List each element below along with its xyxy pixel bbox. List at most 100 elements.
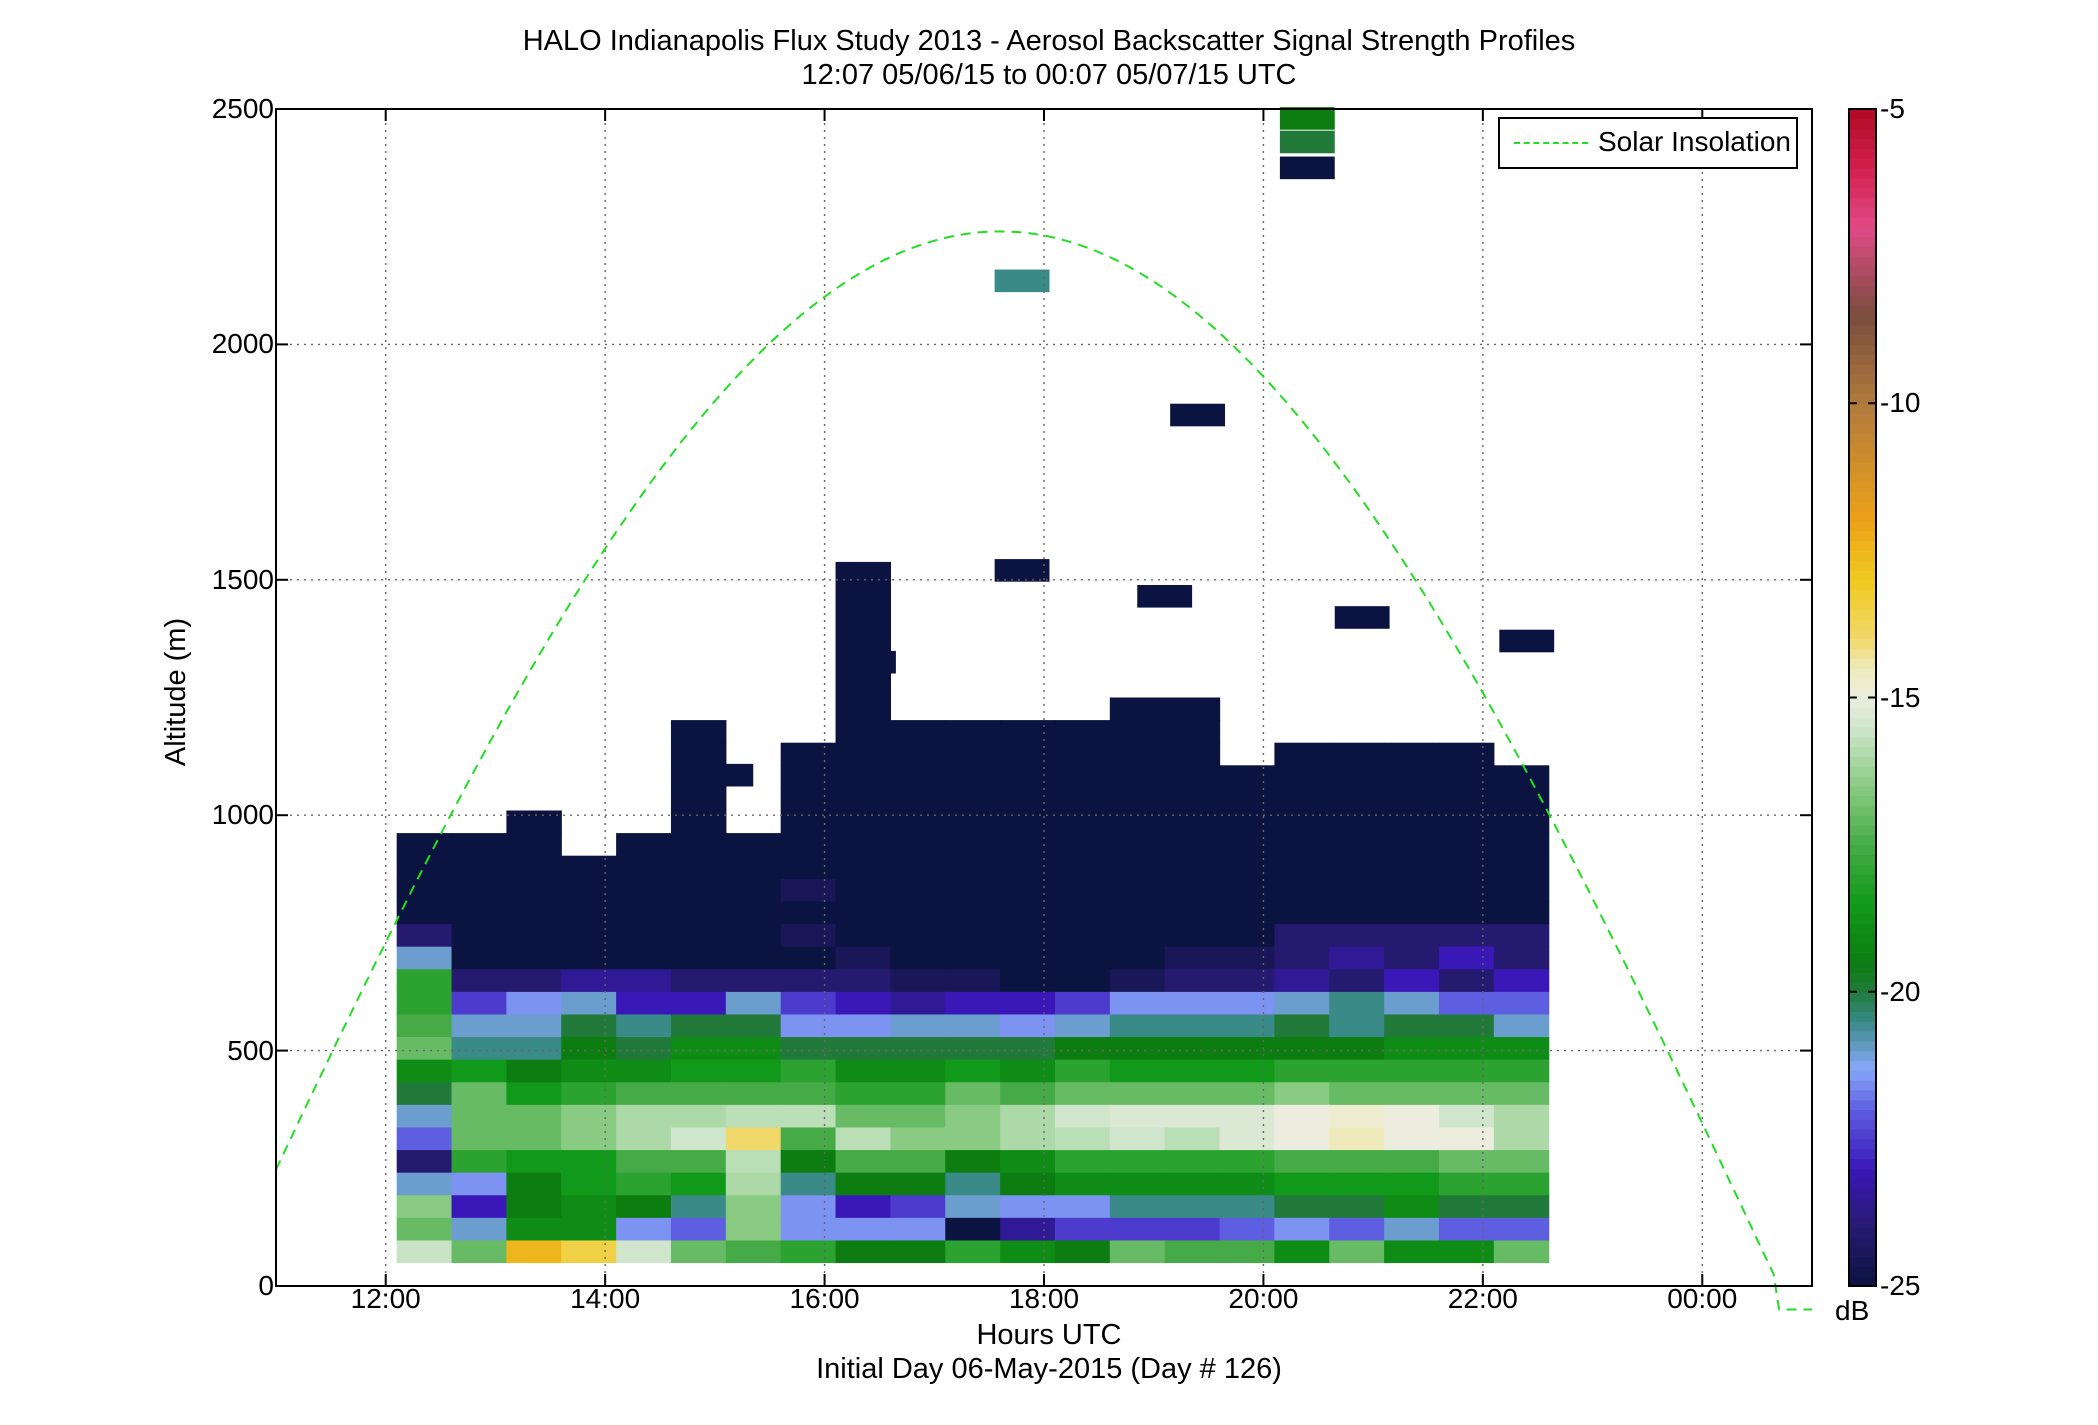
heatmap-cell xyxy=(1164,1081,1221,1105)
colorbar-segment xyxy=(1849,815,1876,826)
heatmap-cell xyxy=(1493,855,1550,879)
heatmap-cell xyxy=(451,878,507,902)
heatmap-cell xyxy=(890,1081,946,1105)
heatmap-cell xyxy=(1279,107,1335,130)
heatmap-cell xyxy=(1219,900,1275,925)
heatmap-cell xyxy=(1000,765,1056,789)
heatmap-cell xyxy=(1054,968,1111,992)
heatmap-cell xyxy=(1384,787,1440,812)
heatmap-cell xyxy=(725,833,782,857)
heatmap-cell xyxy=(725,1217,782,1241)
heatmap-cell xyxy=(561,1126,617,1151)
heatmap-cell xyxy=(1279,130,1335,154)
colorbar-segment xyxy=(1849,540,1876,551)
colorbar-segment xyxy=(1849,403,1876,414)
heatmap-cell xyxy=(451,1217,507,1241)
colorbar-segment xyxy=(1849,128,1876,140)
heatmap-cell xyxy=(725,923,782,947)
heatmap-cell xyxy=(1219,787,1275,812)
heatmap-cell xyxy=(1493,968,1550,992)
colorbar-segment xyxy=(1849,717,1876,728)
heatmap-cell xyxy=(396,968,453,992)
heatmap-cell xyxy=(841,650,896,674)
colorbar-segment xyxy=(1849,697,1876,708)
heatmap-cell xyxy=(945,878,1001,902)
heatmap-cell xyxy=(1109,1217,1166,1241)
heatmap-cell xyxy=(725,991,782,1015)
colorbar-segment xyxy=(1849,579,1876,591)
heatmap-cell xyxy=(561,1239,617,1264)
heatmap-cell xyxy=(1334,606,1390,629)
heatmap-cell xyxy=(670,742,727,766)
heatmap-cell xyxy=(1329,1239,1385,1264)
heatmap-cell xyxy=(1274,1194,1330,1218)
heatmap-cell xyxy=(561,991,617,1015)
heatmap-cell xyxy=(835,878,891,902)
heatmap-cell xyxy=(451,900,507,925)
heatmap-cell xyxy=(616,878,672,902)
heatmap-cell xyxy=(1274,1104,1330,1128)
colorbar-segment xyxy=(1849,1256,1876,1267)
heatmap-cell xyxy=(1493,787,1550,812)
heatmap-cell xyxy=(1329,923,1385,947)
heatmap-cell xyxy=(1279,156,1335,180)
heatmap-cell xyxy=(1438,1149,1495,1173)
heatmap-cell xyxy=(835,1239,891,1264)
colorbar-segment xyxy=(1849,1001,1876,1012)
heatmap-cell xyxy=(1384,900,1440,925)
heatmap-cell xyxy=(1164,1036,1221,1060)
colorbar-segment xyxy=(1849,1021,1876,1032)
x-tick-label: 22:00 xyxy=(1447,1283,1518,1314)
heatmap-cell xyxy=(506,1126,562,1151)
colorbar-segment xyxy=(1849,1119,1876,1130)
heatmap-cell xyxy=(451,1036,507,1060)
y-tick-label: 2500 xyxy=(211,93,274,124)
heatmap-cell xyxy=(1164,787,1221,812)
heatmap-cell xyxy=(1137,584,1193,608)
heatmap-cell xyxy=(1384,1059,1440,1083)
heatmap-cell xyxy=(1438,855,1495,879)
heatmap-cell xyxy=(451,1149,507,1173)
heatmap-cell xyxy=(945,742,1001,766)
heatmap-cell xyxy=(1000,1217,1056,1241)
heatmap-cell xyxy=(670,1036,727,1060)
heatmap-cell xyxy=(1493,900,1550,925)
heatmap-cell xyxy=(1438,765,1495,789)
heatmap-cell xyxy=(1219,991,1275,1015)
heatmap-cell xyxy=(670,1217,727,1241)
heatmap-cell xyxy=(890,900,946,925)
heatmap-cell xyxy=(1384,878,1440,902)
chart-subtitle: Initial Day 06-May-2015 (Day # 126) xyxy=(816,1353,1282,1385)
heatmap-cell xyxy=(890,1239,946,1264)
colorbar-segment xyxy=(1849,668,1876,679)
heatmap-cell xyxy=(1000,855,1056,879)
heatmap-cell xyxy=(1329,1126,1385,1151)
colorbar-segment xyxy=(1849,746,1876,757)
colorbar-segment xyxy=(1849,1050,1876,1062)
heatmap-cell xyxy=(725,900,782,925)
heatmap-cell xyxy=(561,1149,617,1173)
heatmap-cell xyxy=(835,1194,891,1218)
colorbar-tick-label: -10 xyxy=(1880,387,1921,419)
heatmap-cell xyxy=(835,1172,891,1196)
heatmap-cell xyxy=(1054,742,1111,766)
heatmap-cell xyxy=(1274,923,1330,947)
heatmap-cell xyxy=(1109,720,1166,744)
heatmap-cell xyxy=(1274,1036,1330,1060)
heatmap-cell xyxy=(1329,900,1385,925)
heatmap-cell xyxy=(1109,991,1166,1015)
heatmap-cell xyxy=(506,1239,562,1264)
heatmap-cell xyxy=(780,1149,837,1173)
colorbar-segment xyxy=(1849,167,1876,179)
colorbar-segment xyxy=(1849,550,1876,561)
x-tick-label: 00:00 xyxy=(1667,1283,1738,1314)
heatmap-cell xyxy=(1109,968,1166,992)
heatmap-cell xyxy=(1219,1149,1275,1173)
colorbar-segment xyxy=(1849,903,1876,914)
heatmap-cell xyxy=(561,1104,617,1128)
heatmap-cell xyxy=(616,1059,672,1083)
heatmap-cell xyxy=(1493,1172,1550,1196)
heatmap-cell xyxy=(945,1194,1001,1218)
heatmap-cell xyxy=(396,1239,453,1264)
heatmap-cell xyxy=(725,855,782,879)
